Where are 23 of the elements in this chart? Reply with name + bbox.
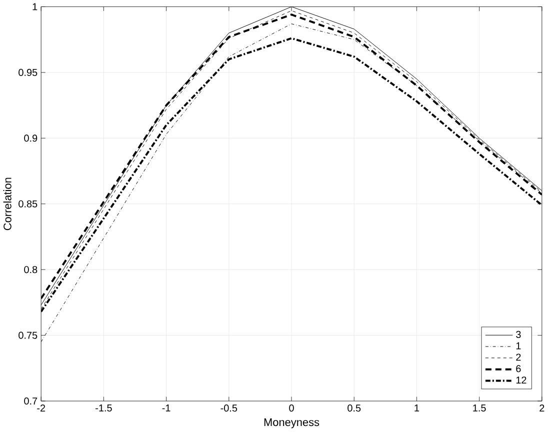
legend-label: 12 bbox=[516, 376, 526, 384]
x-tick-label: -0.5 bbox=[220, 404, 238, 412]
x-tick-label: -1 bbox=[162, 404, 170, 412]
y-tick-label: 0.8 bbox=[24, 266, 38, 274]
x-tick-label: 2 bbox=[540, 404, 544, 412]
y-axis-title: Correlation bbox=[3, 178, 12, 230]
x-axis-title: Moneyness bbox=[264, 418, 320, 428]
y-tick-label: 1 bbox=[32, 4, 38, 10]
legend-label: 1 bbox=[516, 342, 521, 350]
x-tick-label: 0 bbox=[289, 404, 294, 412]
legend-label: 3 bbox=[516, 331, 521, 338]
legend-label: 6 bbox=[516, 365, 521, 372]
legend-label: 2 bbox=[516, 354, 521, 361]
y-tick-label: 0.95 bbox=[18, 69, 38, 76]
y-tick-label: 0.9 bbox=[24, 134, 38, 142]
y-tick-label: 0.75 bbox=[18, 332, 38, 340]
y-tick-label: 0.85 bbox=[18, 200, 38, 208]
x-tick-label: 1.5 bbox=[473, 404, 486, 412]
x-tick-label: -2 bbox=[37, 404, 46, 412]
y-tick-label: 0.7 bbox=[24, 398, 38, 405]
x-tick-label: 1 bbox=[414, 404, 419, 412]
x-tick-label: 0.5 bbox=[348, 404, 361, 412]
x-tick-label: -1.5 bbox=[96, 404, 112, 412]
